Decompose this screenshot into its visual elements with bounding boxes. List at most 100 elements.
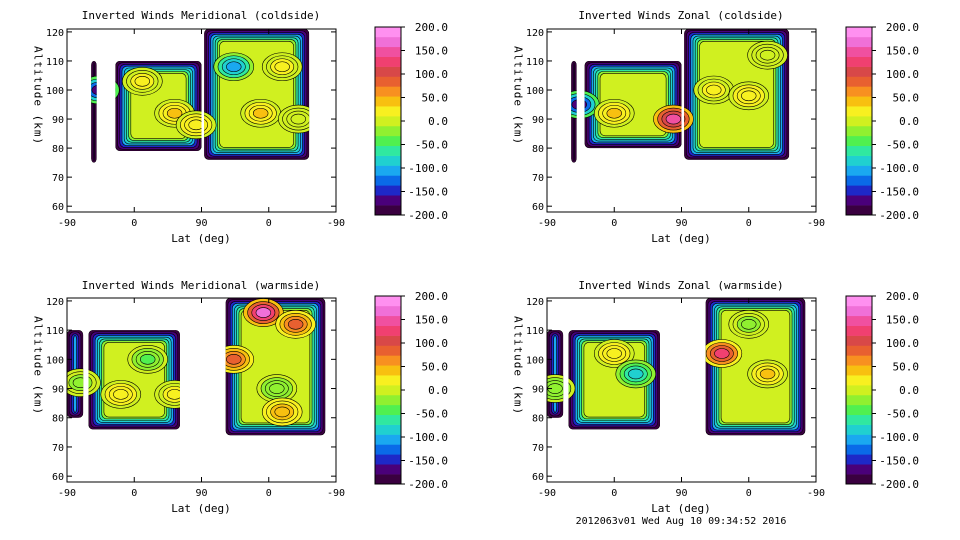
contour-feature <box>91 75 120 105</box>
colorbar: 200.0 150.0 100.0 50.0 0.0 -50.0 -100.0 -150.0 -… <box>374 290 448 491</box>
y-axis-label: Altitude (km) <box>32 316 45 415</box>
colorbar-tick-label: 200.0 <box>886 21 919 34</box>
contour-feature <box>113 389 129 400</box>
panel-zonal-coldside: Inverted Winds Zonal (coldside) -90 0 90 0 -… <box>512 9 920 245</box>
colorbar-tick-label: 200.0 <box>415 290 448 303</box>
y-tick-label: 90 <box>532 115 544 126</box>
colorbar-swatch <box>375 86 401 97</box>
y-axis-label: Altitude (km) <box>512 316 525 415</box>
colorbar-swatch <box>846 145 872 156</box>
colorbar-swatch <box>846 165 872 176</box>
x-tick-label: 90 <box>675 218 687 229</box>
contour-feature <box>571 99 587 110</box>
colorbar-swatch <box>846 305 872 317</box>
x-tick-label: 0 <box>266 218 272 229</box>
y-tick-label: 80 <box>532 144 544 155</box>
colorbar-tick-label: -50.0 <box>886 408 919 421</box>
colorbar-tick-label: -150.0 <box>408 455 448 468</box>
y-tick-label: 120 <box>526 297 544 308</box>
contour-feature <box>226 61 242 73</box>
colorbar-swatch <box>375 394 401 406</box>
contour-feature <box>252 107 269 119</box>
contour-feature <box>166 107 183 119</box>
y-tick-label: 60 <box>52 202 64 213</box>
x-tick-label: 90 <box>675 488 687 499</box>
x-tick-label: 0 <box>746 218 752 229</box>
contour-feature <box>91 84 107 96</box>
colorbar-tick-label: 150.0 <box>415 314 448 327</box>
contour-feature <box>226 354 242 365</box>
colorbar-swatch <box>846 56 872 67</box>
x-tick-label: 0 <box>611 218 617 229</box>
x-tick-label: -90 <box>58 488 76 499</box>
y-tick-label: 100 <box>526 86 544 97</box>
x-axis-label: Lat (deg) <box>651 502 711 515</box>
x-tick-label: 0 <box>266 488 272 499</box>
colorbar-swatch <box>846 195 872 206</box>
y-tick-label: 110 <box>526 326 544 337</box>
colorbar-swatch <box>375 355 401 366</box>
y-tick-label: 100 <box>526 355 544 366</box>
x-tick-label: 0 <box>131 488 137 499</box>
panel-zonal-warmside: Inverted Winds Zonal (warmside) -90 0 90 0 -… <box>512 279 920 515</box>
contour-feature <box>759 49 776 61</box>
x-tick-label: -90 <box>807 218 825 229</box>
colorbar-swatch <box>375 424 401 435</box>
colorbar-swatch <box>846 404 872 416</box>
colorbar-tick-label: -50.0 <box>415 408 448 421</box>
y-tick-label: 70 <box>532 443 544 454</box>
colorbar-tick-label: 150.0 <box>886 314 919 327</box>
colorbar-tick-label: 100.0 <box>415 68 448 81</box>
colorbar-swatch <box>846 454 872 465</box>
panel-title: Inverted Winds Zonal (coldside) <box>578 9 783 22</box>
colorbar-tick-label: -100.0 <box>408 431 448 444</box>
colorbar-swatch <box>375 375 401 386</box>
colorbar-swatch <box>846 86 872 97</box>
colorbar-swatch <box>375 315 401 326</box>
y-tick-label: 80 <box>52 414 64 425</box>
colorbar-swatch <box>375 385 401 396</box>
contour-feature <box>274 406 290 418</box>
y-tick-label: 90 <box>52 385 64 396</box>
contour-field <box>91 29 310 163</box>
x-tick-label: 0 <box>131 218 137 229</box>
contour-feature <box>255 307 272 318</box>
contour-field <box>547 298 806 436</box>
colorbar-swatch <box>375 96 401 107</box>
colorbar-tick-label: 200.0 <box>886 290 919 303</box>
colorbar-swatch <box>375 365 401 376</box>
y-tick-label: 90 <box>532 385 544 396</box>
colorbar-swatch <box>375 305 401 317</box>
x-axis-label: Lat (deg) <box>171 232 231 245</box>
colorbar-swatch <box>375 36 401 48</box>
contour-feature <box>287 318 304 330</box>
contour-field <box>67 298 326 436</box>
y-tick-label: 60 <box>52 472 64 483</box>
colorbar-swatch <box>846 444 872 455</box>
colorbar-tick-label: -150.0 <box>879 186 919 199</box>
contour-feature <box>714 348 730 359</box>
contour-feature <box>706 84 722 96</box>
contour-feature <box>274 61 290 73</box>
panel-meridional-coldside: Inverted Winds Meridional (coldside) -90… <box>32 9 449 245</box>
footer-timestamp: 2012063v01 Wed Aug 10 09:34:52 2016 <box>576 516 787 527</box>
colorbar-swatch <box>846 106 872 117</box>
y-tick-label: 60 <box>532 202 544 213</box>
colorbar-tick-label: -150.0 <box>408 186 448 199</box>
colorbar-swatch <box>846 375 872 386</box>
colorbar-swatch <box>375 296 401 307</box>
colorbar-swatch <box>846 325 872 336</box>
colorbar-swatch <box>846 335 872 346</box>
colorbar-tick-label: 100.0 <box>886 68 919 81</box>
colorbar-swatch <box>375 27 401 38</box>
y-tick-label: 80 <box>52 144 64 155</box>
y-tick-label: 120 <box>46 28 64 39</box>
contour-feature <box>188 119 204 131</box>
y-tick-label: 120 <box>526 28 544 39</box>
contour-feature <box>72 377 89 388</box>
y-tick-label: 100 <box>46 86 64 97</box>
colorbar-swatch <box>375 185 401 196</box>
x-tick-label: 0 <box>611 488 617 499</box>
y-tick-label: 80 <box>532 414 544 425</box>
